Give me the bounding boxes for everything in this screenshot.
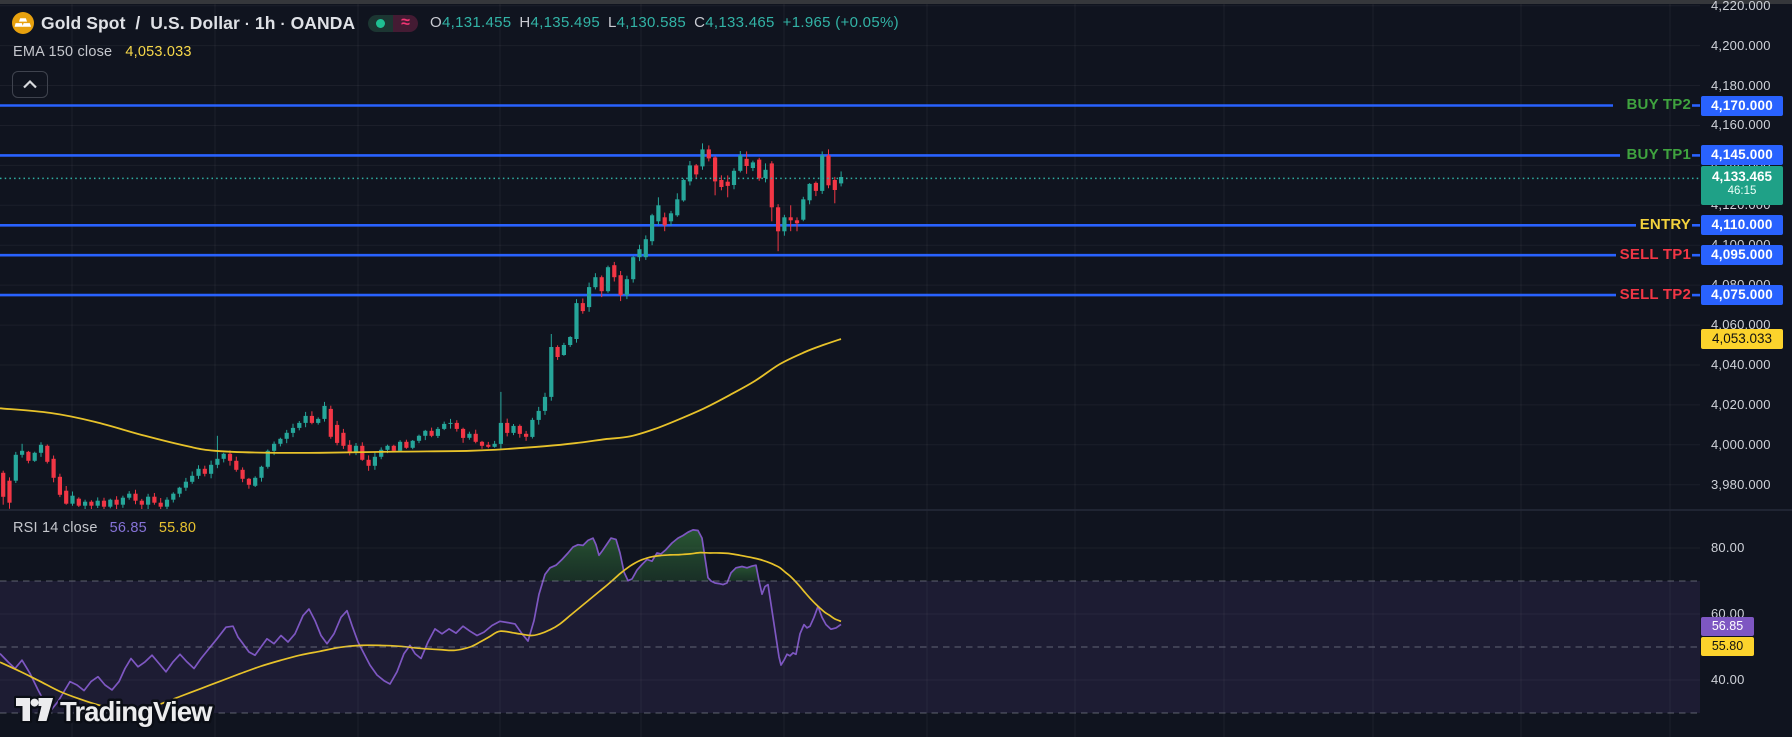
svg-text:TradingView: TradingView: [60, 696, 213, 727]
svg-text:TradingView: TradingView: [60, 696, 213, 727]
